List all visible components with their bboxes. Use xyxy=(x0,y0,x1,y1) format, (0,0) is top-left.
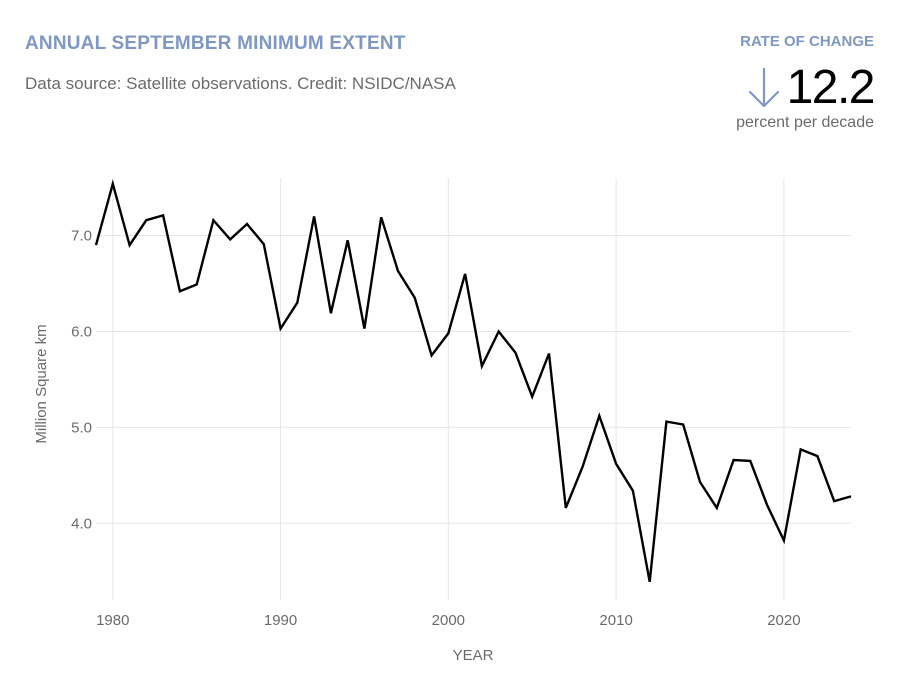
x-tick-label: 1990 xyxy=(264,612,297,629)
y-tick-label: 5.0 xyxy=(71,419,92,436)
rate-label: RATE OF CHANGE xyxy=(740,33,874,50)
rate-display: 12.2 xyxy=(747,60,876,116)
x-axis-ticks: 1980 1990 2000 2010 2020 xyxy=(96,612,800,629)
y-axis-ticks: 4.0 5.0 6.0 7.0 xyxy=(71,228,92,533)
x-grid xyxy=(112,178,785,600)
y-grid xyxy=(96,235,851,524)
x-tick-label: 2020 xyxy=(767,612,800,629)
x-axis-title: YEAR xyxy=(453,647,494,664)
y-tick-label: 4.0 xyxy=(71,515,92,532)
x-tick-label: 2000 xyxy=(432,612,465,629)
rate-value: 12.2 xyxy=(786,61,876,114)
rate-unit: percent per decade xyxy=(736,114,874,131)
series-line-extent xyxy=(94,179,852,583)
chart-title: ANNUAL SEPTEMBER MINIMUM EXTENT xyxy=(25,33,406,54)
x-tick-label: 2010 xyxy=(599,612,632,629)
y-axis-title: Million Square km xyxy=(33,324,50,443)
chart-subtitle: Data source: Satellite observations. Cre… xyxy=(25,74,456,93)
arrow-down-icon xyxy=(748,67,779,108)
y-tick-label: 6.0 xyxy=(71,323,92,340)
y-tick-label: 7.0 xyxy=(71,228,92,245)
x-tick-label: 1980 xyxy=(96,612,129,629)
